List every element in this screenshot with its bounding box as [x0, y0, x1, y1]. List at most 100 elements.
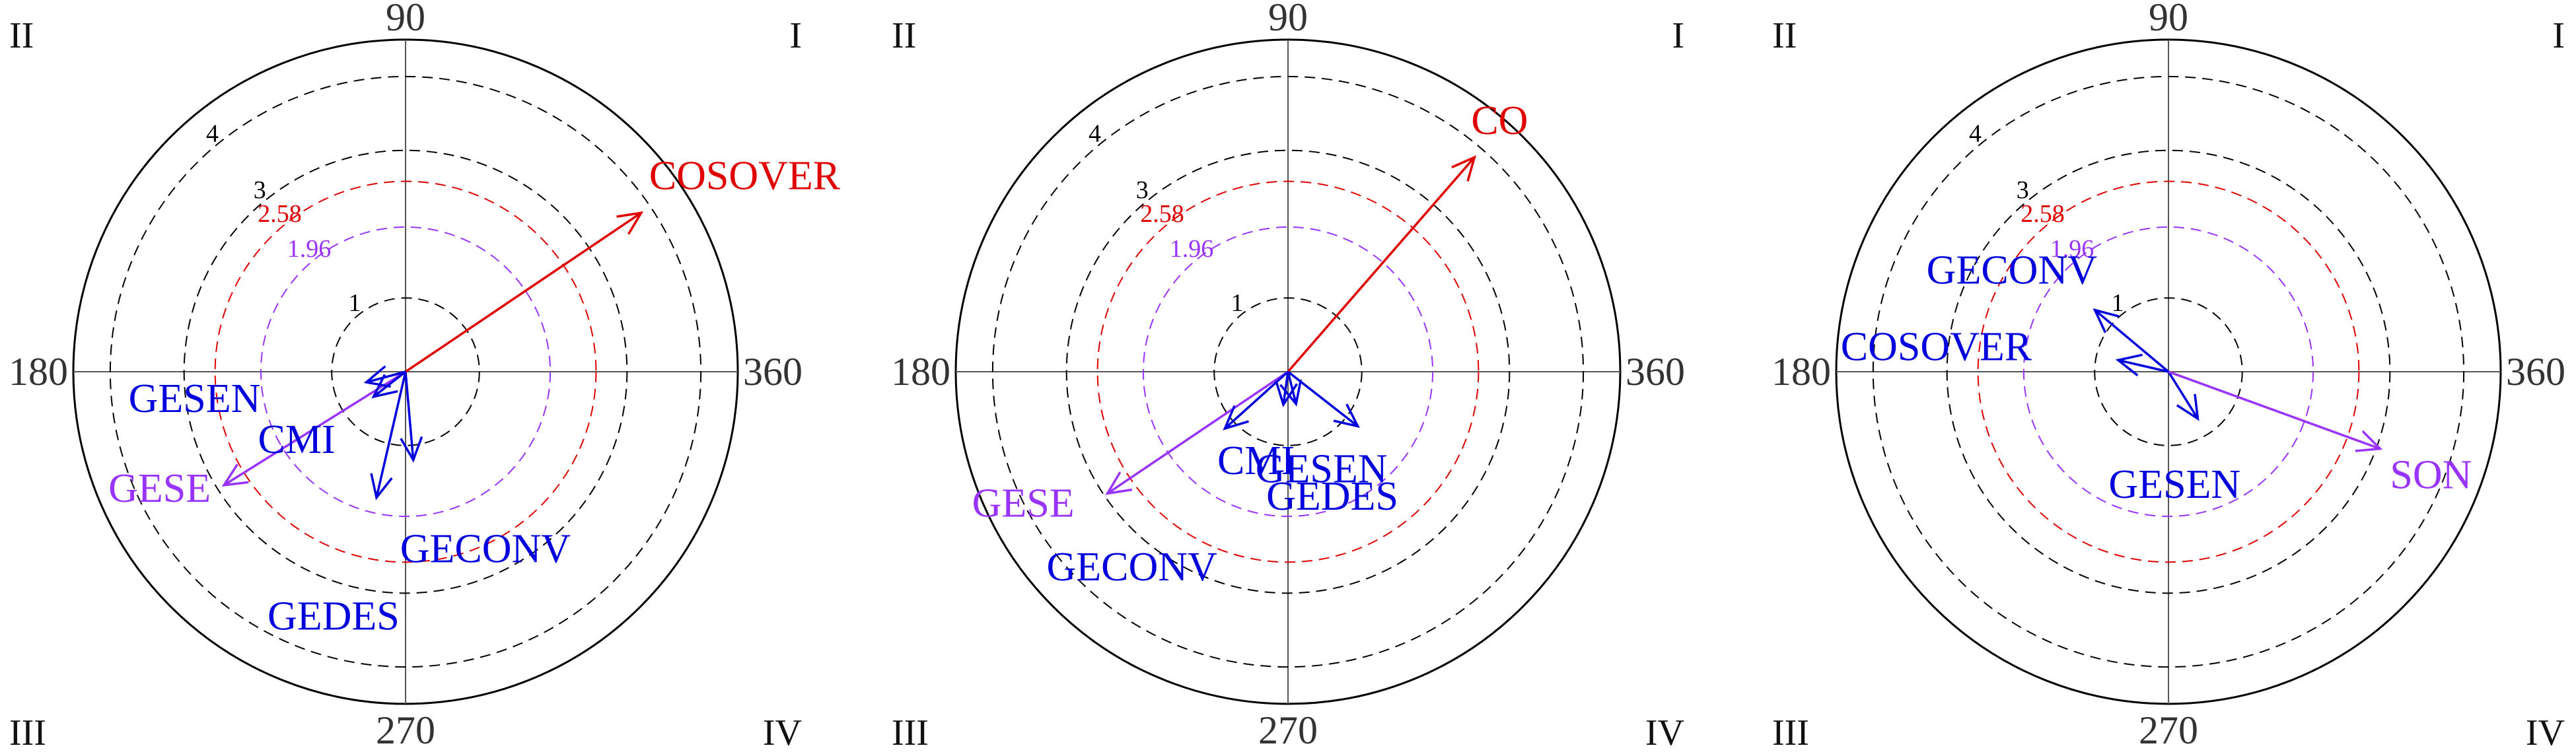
ring-4: [109, 75, 702, 668]
ring-1: [331, 297, 480, 446]
ring-3: [1065, 149, 1511, 594]
vector-geconv: GECONV: [400, 371, 571, 572]
vector-line: [1224, 370, 1289, 430]
vector-cmi: CMI: [258, 370, 407, 462]
vector-label: GESEN: [2108, 462, 2240, 507]
ring-1: [1213, 297, 1363, 446]
arrow-head: [2093, 308, 2120, 333]
vector-gese: GESE: [972, 370, 1289, 526]
ring-label: 1.96: [1170, 235, 1214, 263]
vector-line: [1282, 371, 1289, 405]
angle-tick-360: 360: [1626, 350, 1685, 394]
ring-4: [1872, 75, 2465, 668]
arrow-head: [400, 436, 423, 463]
vector-label: GECONV: [400, 527, 571, 572]
quadrant-label-II: II: [9, 15, 34, 56]
arrow-head: [1105, 471, 1133, 495]
vector-line: [1106, 370, 1289, 495]
angle-tick-180: 180: [9, 350, 68, 394]
arrow-head: [1279, 379, 1303, 407]
ring-2-58: [214, 180, 597, 563]
quadrant-label-IV: IV: [1645, 712, 1684, 753]
quadrant-label-III: III: [892, 712, 929, 753]
vector-line: [223, 370, 406, 487]
angle-tick-90: 90: [2149, 0, 2188, 39]
vector-label: COSOVER: [1841, 324, 2032, 369]
ring-label: 2.58: [2021, 200, 2065, 228]
ring-label: 4: [1969, 120, 1982, 147]
vector-line: [375, 371, 407, 498]
vector-label: CMI: [1217, 438, 1295, 483]
vector-line: [2167, 371, 2199, 420]
vector-label: GESEN: [1256, 447, 1388, 492]
vector-geconv: GECONV: [1927, 248, 2170, 373]
vector-label: GEDES: [1266, 474, 1398, 519]
vector-cosover: COSOVER: [405, 153, 841, 373]
arrow-head: [616, 211, 644, 235]
quadrant-label-I: I: [2552, 15, 2565, 56]
ring-label: 3: [1136, 176, 1149, 204]
vector-line: [2118, 359, 2169, 373]
arrow-head: [2176, 394, 2200, 421]
ring-1-96: [260, 226, 552, 518]
ring-label: 4: [206, 120, 219, 147]
vector-line: [1287, 156, 1476, 373]
angle-tick-90: 90: [1268, 0, 1308, 39]
arrow-head: [371, 374, 398, 399]
arrow-head: [363, 365, 391, 388]
ring-1-96: [1142, 226, 1434, 518]
angle-tick-360: 360: [743, 350, 803, 394]
ring-3: [183, 149, 628, 594]
vector-line: [405, 211, 642, 373]
vector-label: CMI: [258, 417, 336, 462]
ring-4: [991, 75, 1585, 668]
vector-label: COSOVER: [649, 153, 841, 198]
quadrant-label-IV: IV: [2526, 712, 2565, 753]
quadrant-label-III: III: [9, 712, 46, 753]
vector-geconv: GECONV: [1046, 370, 1289, 590]
vector-gesen: GESEN: [2108, 371, 2240, 507]
vector-label: GECONV: [1046, 545, 1217, 590]
vector-label: CO: [1471, 98, 1528, 143]
vector-line: [2094, 309, 2170, 373]
vector-gese: GESE: [108, 370, 406, 511]
ring-label: 1: [1231, 289, 1244, 317]
ring-label: 2.58: [258, 200, 302, 228]
angle-tick-270: 270: [376, 708, 435, 752]
angle-tick-180: 180: [891, 350, 950, 394]
arrow-head: [1223, 405, 1249, 430]
vector-gedes: GEDES: [268, 371, 407, 639]
quadrant-label-II: II: [892, 15, 916, 56]
angle-tick-90: 90: [386, 0, 425, 39]
vector-son: SON: [2168, 370, 2472, 498]
vector-label: GECONV: [1927, 248, 2098, 293]
vector-line: [1287, 371, 1297, 405]
angle-tick-180: 180: [1771, 350, 1831, 394]
arrow-head: [370, 473, 393, 500]
ring-label: 1: [2112, 289, 2124, 317]
ring-label: 2.58: [1140, 200, 1184, 228]
ring-2-58: [1096, 180, 1480, 563]
quadrant-label-I: I: [789, 15, 802, 56]
vector-label: GESE: [108, 466, 211, 511]
arrow-head: [1333, 403, 1360, 429]
ring-2-58: [1977, 180, 2360, 563]
vector-gesen: GESEN: [1256, 370, 1388, 492]
vector-label: GEDES: [268, 594, 400, 639]
vector-cosover: COSOVER: [1841, 324, 2169, 377]
angle-tick-360: 360: [2506, 350, 2565, 394]
vector-line: [2168, 370, 2380, 450]
ring-label: 1: [349, 289, 361, 317]
vector-line: [1287, 370, 1359, 427]
arrow-head: [2355, 430, 2383, 452]
vector-line: [404, 371, 415, 460]
vector-label: GESEN: [129, 376, 261, 421]
angle-tick-270: 270: [1258, 708, 1318, 752]
vector-label: GESE: [972, 481, 1075, 526]
ring-1: [2094, 297, 2243, 446]
vector-co: CO: [1287, 98, 1528, 373]
